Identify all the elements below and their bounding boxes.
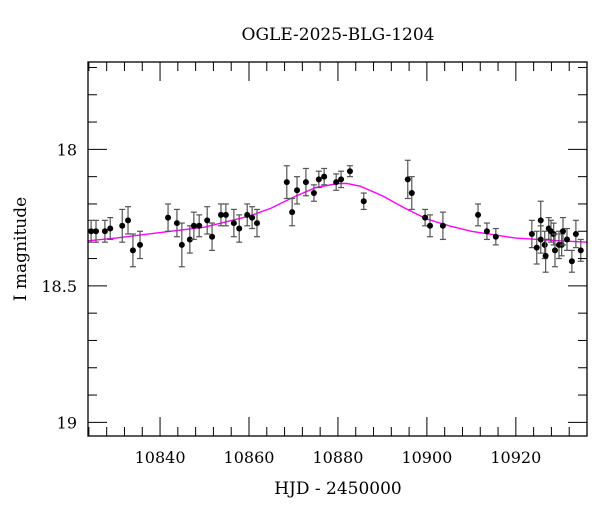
data-point bbox=[222, 203, 229, 227]
x-tick-label: 10880 bbox=[312, 448, 363, 467]
data-point bbox=[338, 170, 345, 189]
x-tick-label: 10920 bbox=[490, 448, 541, 467]
data-point bbox=[129, 233, 136, 268]
data-point bbox=[204, 206, 211, 235]
data-point bbox=[119, 208, 126, 243]
data-point bbox=[125, 206, 132, 235]
data-point bbox=[533, 230, 540, 265]
data-point bbox=[315, 170, 322, 189]
data-point bbox=[178, 222, 185, 268]
data-point bbox=[542, 238, 549, 273]
data-point bbox=[475, 203, 482, 227]
data-point bbox=[310, 184, 317, 202]
data-points bbox=[88, 159, 584, 273]
y-axis-label: I magnitude bbox=[11, 197, 31, 301]
data-point bbox=[283, 165, 290, 200]
data-point bbox=[492, 227, 499, 246]
data-point bbox=[563, 227, 570, 251]
data-point bbox=[254, 208, 261, 238]
y-tick-label: 18 bbox=[57, 140, 77, 159]
data-point bbox=[439, 211, 446, 241]
data-point bbox=[333, 173, 340, 191]
data-point bbox=[346, 165, 353, 178]
model-curve bbox=[87, 182, 588, 243]
data-point bbox=[289, 197, 296, 227]
data-point bbox=[230, 208, 237, 238]
y-axis-ticks: 18 18.5 19 bbox=[41, 66, 587, 432]
data-point bbox=[321, 167, 328, 186]
chart-title: OGLE-2025-BLG-1204 bbox=[242, 25, 435, 45]
x-tick-label: 10840 bbox=[135, 448, 186, 467]
data-point bbox=[244, 203, 251, 227]
data-point bbox=[559, 217, 566, 246]
data-point bbox=[551, 233, 558, 268]
data-point bbox=[209, 222, 216, 251]
data-point bbox=[165, 203, 172, 232]
data-point bbox=[137, 230, 144, 260]
y-tick-label: 18.5 bbox=[41, 277, 77, 296]
data-point bbox=[173, 208, 180, 238]
data-point bbox=[236, 214, 243, 243]
data-point bbox=[101, 219, 108, 243]
data-point bbox=[107, 217, 114, 241]
x-axis-label: HJD - 2450000 bbox=[274, 479, 402, 499]
data-point bbox=[186, 225, 193, 254]
data-point bbox=[294, 176, 301, 205]
data-point bbox=[422, 208, 429, 227]
data-point bbox=[568, 249, 575, 273]
data-point bbox=[483, 222, 490, 241]
data-point bbox=[408, 176, 415, 211]
data-point bbox=[302, 167, 309, 197]
data-point bbox=[577, 238, 584, 262]
data-point bbox=[190, 211, 197, 241]
data-point bbox=[572, 219, 579, 249]
data-point bbox=[427, 214, 434, 238]
plot-frame bbox=[87, 61, 588, 437]
x-tick-label: 10860 bbox=[224, 448, 275, 467]
x-axis-ticks: 10840 10860 10880 10900 10920 bbox=[88, 62, 588, 467]
data-point bbox=[404, 159, 411, 200]
data-point bbox=[360, 192, 367, 211]
data-point bbox=[196, 214, 203, 238]
data-point bbox=[528, 219, 535, 249]
data-point bbox=[537, 225, 544, 254]
data-point bbox=[249, 206, 256, 230]
y-tick-label: 19 bbox=[57, 413, 77, 432]
x-tick-label: 10900 bbox=[401, 448, 452, 467]
